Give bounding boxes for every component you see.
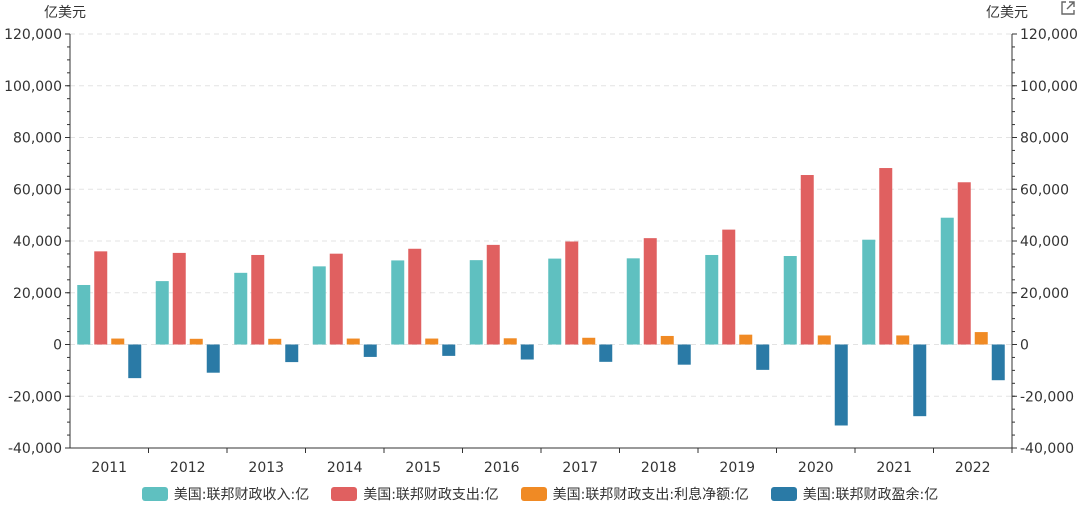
left-axis-unit: 亿美元 (44, 5, 86, 21)
bar-spending-2019 (722, 229, 736, 345)
y-tick-label-left: -20,000 (8, 389, 62, 405)
y-tick-label-left: 80,000 (13, 131, 62, 147)
bar-surplus-2014 (363, 344, 377, 357)
export-icon[interactable] (1060, 0, 1076, 16)
bar-surplus-2019 (756, 344, 770, 370)
bar-income-2012 (155, 281, 169, 345)
bar-spending-2022 (957, 182, 971, 345)
y-tick-label-right: -20,000 (1020, 389, 1074, 405)
y-tick-label-left: 40,000 (13, 234, 62, 250)
bar-income-2016 (469, 260, 483, 345)
y-tick-label-right: 20,000 (1020, 286, 1069, 302)
x-tick-label: 2021 (876, 460, 912, 476)
bar-income-2014 (312, 266, 326, 345)
bar-spending-2021 (879, 168, 893, 345)
y-tick-label-right: 0 (1020, 338, 1029, 354)
bar-income-2019 (705, 254, 719, 345)
bar-income-2017 (548, 258, 562, 345)
bar-interest-2013 (268, 338, 282, 345)
legend-label-interest: 美国:联邦财政支出:利息净额:亿 (552, 487, 749, 503)
legend-item-spending[interactable]: 美国:联邦财政支出:亿 (331, 484, 499, 504)
bar-spending-2017 (565, 241, 579, 345)
legend-label-surplus: 美国:联邦财政盈余:亿 (802, 487, 939, 503)
bar-spending-2012 (172, 252, 186, 345)
y-tick-label-left: 120,000 (4, 27, 62, 43)
bar-surplus-2015 (442, 344, 456, 356)
y-tick-label-left: 60,000 (13, 182, 62, 198)
y-tick-label-right: 120,000 (1020, 27, 1078, 43)
x-tick-label: 2022 (955, 460, 991, 476)
x-tick-label: 2015 (405, 460, 441, 476)
y-tick-label-right: -40,000 (1020, 441, 1074, 457)
legend-label-income: 美国:联邦财政收入:亿 (173, 487, 310, 503)
bar-income-2011 (77, 284, 91, 345)
y-tick-label-left: 100,000 (4, 79, 62, 95)
legend-label-spending: 美国:联邦财政支出:亿 (363, 487, 499, 503)
bar-income-2020 (783, 256, 797, 345)
y-tick-label-right: 80,000 (1020, 131, 1069, 147)
legend-item-surplus[interactable]: 美国:联邦财政盈余:亿 (770, 484, 939, 504)
x-tick-label: 2019 (719, 460, 755, 476)
bar-interest-2022 (974, 332, 988, 345)
bar-interest-2021 (896, 335, 910, 345)
bar-interest-2011 (111, 338, 125, 345)
bar-surplus-2018 (677, 344, 691, 365)
bar-income-2021 (862, 239, 876, 345)
legend-item-interest[interactable]: 美国:联邦财政支出:利息净额:亿 (520, 484, 749, 504)
bar-interest-2019 (739, 334, 753, 345)
x-tick-label: 2020 (798, 460, 834, 476)
bar-surplus-2017 (599, 344, 613, 362)
x-tick-label: 2016 (484, 460, 520, 476)
x-tick-label: 2011 (91, 460, 127, 476)
bar-income-2015 (391, 260, 405, 345)
y-tick-label-left: 20,000 (13, 286, 62, 302)
bar-income-2022 (940, 217, 954, 345)
bar-interest-2017 (582, 337, 596, 345)
y-tick-label-left: 0 (53, 338, 62, 354)
legend-swatch-interest (520, 487, 547, 501)
legend-swatch-surplus (770, 487, 797, 501)
x-tick-label: 2013 (248, 460, 284, 476)
bar-surplus-2021 (913, 344, 927, 417)
y-tick-label-right: 40,000 (1020, 234, 1069, 250)
bar-spending-2020 (800, 175, 814, 345)
bar-spending-2013 (251, 254, 265, 345)
bar-spending-2015 (408, 248, 422, 345)
x-tick-label: 2014 (327, 460, 363, 476)
x-tick-label: 2012 (170, 460, 206, 476)
legend-item-income[interactable]: 美国:联邦财政收入:亿 (141, 484, 310, 504)
bar-surplus-2020 (834, 344, 848, 426)
bar-surplus-2012 (206, 344, 220, 373)
bar-interest-2014 (346, 338, 360, 345)
bar-interest-2012 (189, 338, 203, 345)
bar-interest-2016 (503, 338, 517, 345)
y-tick-label-right: 60,000 (1020, 182, 1069, 198)
bar-surplus-2022 (991, 344, 1005, 381)
x-tick-label: 2017 (562, 460, 598, 476)
bar-interest-2015 (425, 338, 439, 345)
bar-surplus-2016 (520, 344, 534, 360)
bar-surplus-2013 (285, 344, 299, 363)
bar-spending-2014 (329, 253, 343, 345)
bar-income-2018 (626, 258, 640, 345)
legend-swatch-spending (331, 487, 358, 501)
bar-spending-2016 (486, 244, 500, 345)
right-axis-unit: 亿美元 (986, 5, 1028, 21)
bar-surplus-2011 (128, 344, 142, 379)
bar-chart: -40,000 -40,000 -20,000 -20,000 0 0 20,000 20,0… (4, 27, 1078, 476)
bar-spending-2011 (94, 251, 108, 345)
bar-income-2013 (234, 272, 248, 345)
y-tick-label-left: -40,000 (8, 441, 62, 457)
legend-swatch-income (141, 487, 168, 501)
y-tick-label-right: 100,000 (1020, 79, 1078, 95)
legend: 美国:联邦财政收入:亿 美国:联邦财政支出:亿 美国:联邦财政支出:利息净额:亿… (0, 484, 1080, 504)
bar-interest-2020 (817, 335, 831, 345)
bar-spending-2018 (643, 238, 657, 345)
bar-interest-2018 (660, 335, 674, 345)
x-tick-label: 2018 (641, 460, 677, 476)
